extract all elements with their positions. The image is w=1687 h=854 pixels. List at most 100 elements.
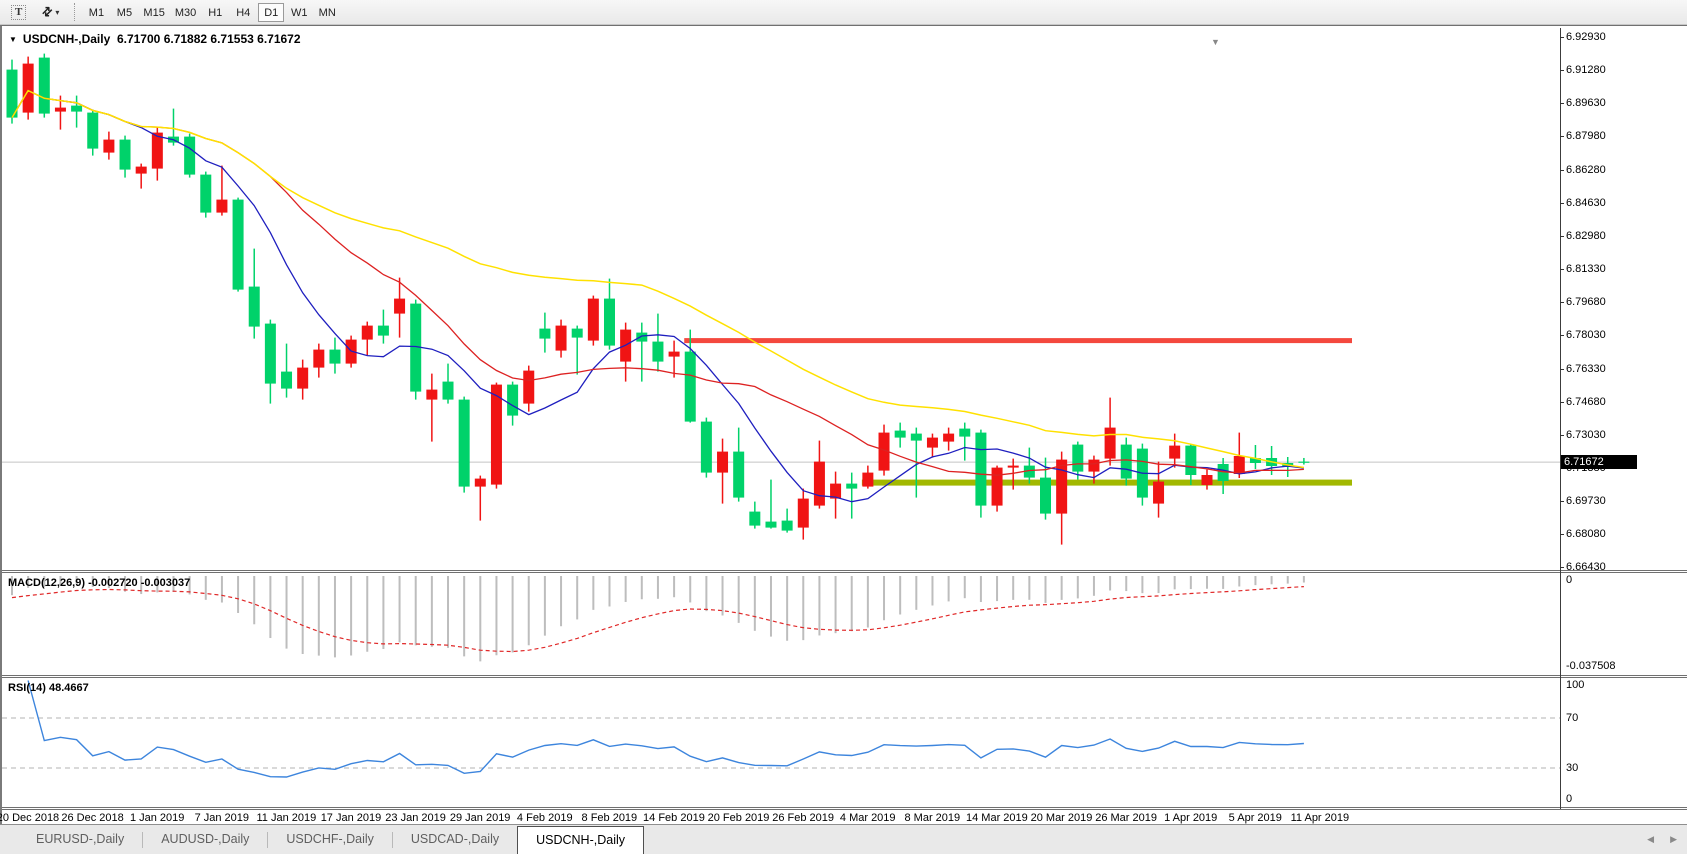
candle-body xyxy=(22,63,34,113)
candle-body xyxy=(587,298,599,341)
rsi-value: 48.4667 xyxy=(48,682,89,694)
date-axis-label: 8 Mar 2019 xyxy=(904,812,961,824)
candle-body xyxy=(1023,465,1035,478)
candle-body xyxy=(216,199,228,213)
timeframe-button-m1[interactable]: M1 xyxy=(88,6,105,19)
price-axis-tick xyxy=(1560,534,1564,535)
chart-tab-bar: EURUSD-,Daily AUDUSD-,Daily USDCHF-,Daily U… xyxy=(0,824,1687,854)
price-axis-label: 6.79680 xyxy=(1566,296,1606,308)
timeframe-button-d1[interactable]: D1 xyxy=(258,2,285,22)
candle-body xyxy=(200,174,212,213)
date-axis-label: 5 Apr 2019 xyxy=(1228,812,1282,824)
tab-usdcad[interactable]: USDCAD-,Daily xyxy=(392,828,518,852)
candle-body xyxy=(458,399,470,487)
candle-body xyxy=(184,136,196,175)
candle-body xyxy=(281,371,293,389)
panel-separator xyxy=(2,677,1687,678)
panel-separator[interactable] xyxy=(2,570,1687,571)
candle-body xyxy=(749,511,761,526)
price-axis-label: 6.87980 xyxy=(1566,130,1606,142)
timeframe-button-w1[interactable]: W1 xyxy=(290,6,308,19)
main-price-chart[interactable] xyxy=(2,28,1560,571)
panel-separator xyxy=(2,809,1687,810)
price-axis-tick xyxy=(1560,302,1564,303)
symbol-collapse-icon[interactable]: ▼ xyxy=(9,35,17,44)
macd-axis-label: -0.037508 xyxy=(1566,660,1616,672)
candle-body xyxy=(6,69,18,118)
candle-body xyxy=(1072,444,1084,472)
candle-body xyxy=(1201,475,1213,485)
date-axis-label: 26 Dec 2018 xyxy=(61,812,124,824)
candle-body xyxy=(603,298,615,346)
timeframe-button-mn[interactable]: MN xyxy=(318,6,336,19)
rsi-line xyxy=(27,680,1304,778)
support-line xyxy=(861,479,1352,486)
candle-body xyxy=(781,520,793,531)
timeframe-button-m15[interactable]: M15 xyxy=(143,6,165,19)
chevron-down-icon: ▾ xyxy=(55,7,60,17)
macd-title: MACD(12,26,9) xyxy=(8,577,86,589)
tabs-holder: EURUSD-,Daily AUDUSD-,Daily USDCHF-,Daily U… xyxy=(18,826,645,854)
candle-body xyxy=(862,472,874,487)
tab-scroll-left-icon[interactable]: ◀ xyxy=(1647,834,1655,844)
arrange-windows-button[interactable]: ⇅ ▾ xyxy=(37,2,64,23)
candle-body xyxy=(797,498,809,528)
price-axis-tick xyxy=(1560,203,1564,204)
tab-separator xyxy=(142,832,144,848)
candle-body xyxy=(813,461,825,506)
rsi-title: RSI(14) xyxy=(8,682,46,694)
tab-eurusd[interactable]: EURUSD-,Daily xyxy=(18,828,143,852)
candle-body xyxy=(1185,445,1197,475)
tab-audusd[interactable]: AUDUSD-,Daily xyxy=(143,828,268,852)
date-axis-label: 4 Feb 2019 xyxy=(516,812,573,824)
rsi-label: RSI(14) 48.4667 xyxy=(8,682,89,694)
quote-open: 6.71700 xyxy=(116,32,161,46)
tab-usdcnh[interactable]: USDCNH-,Daily xyxy=(517,826,645,854)
candle-body xyxy=(103,139,115,153)
price-axis-label: 6.92930 xyxy=(1566,31,1606,43)
date-axis-label: 23 Jan 2019 xyxy=(385,812,446,824)
date-axis-label: 14 Feb 2019 xyxy=(643,812,705,824)
candle-body xyxy=(490,384,502,485)
candle-body xyxy=(151,132,163,169)
rsi-panel[interactable] xyxy=(2,679,1560,806)
candle-body xyxy=(959,428,971,437)
macd-panel[interactable] xyxy=(2,574,1560,674)
candle-body xyxy=(1249,458,1261,463)
quote-close: 6.71672 xyxy=(257,32,301,46)
candle-body xyxy=(232,199,244,290)
timeframe-button-h4[interactable]: H4 xyxy=(236,6,251,19)
candle-body xyxy=(329,349,341,364)
candle-body xyxy=(894,430,906,438)
candle-body xyxy=(846,483,858,489)
price-axis-tick xyxy=(1560,501,1564,502)
candle-body xyxy=(668,351,680,357)
timeframe-button-m5[interactable]: M5 xyxy=(116,6,133,19)
chart-title: ▼ USDCNH-,Daily 6.71700 6.71882 6.71553 6… xyxy=(9,32,301,46)
timeframe-button-h1[interactable]: H1 xyxy=(208,6,223,19)
candle-body xyxy=(119,139,131,170)
text-tool-button[interactable]: T xyxy=(6,2,31,23)
tab-usdchf[interactable]: USDCHF-,Daily xyxy=(268,828,392,852)
date-axis-label: 4 Mar 2019 xyxy=(839,812,896,824)
tab-scroll-right-icon[interactable]: ▶ xyxy=(1670,834,1677,844)
candle-body xyxy=(523,370,535,404)
macd-axis-label: 0 xyxy=(1566,574,1573,586)
price-axis-label: 6.89630 xyxy=(1566,97,1606,109)
macd-label: MACD(12,26,9) -0.002720 -0.003037 xyxy=(8,577,190,589)
panel-separator[interactable] xyxy=(2,675,1687,676)
rsi-axis-label: 30 xyxy=(1566,762,1579,774)
candle-body xyxy=(410,303,422,392)
price-axis-tick xyxy=(1560,335,1564,336)
candle-body xyxy=(636,332,648,342)
candle-body xyxy=(652,341,664,362)
tab-separator xyxy=(267,832,269,848)
date-axis-label: 20 Feb 2019 xyxy=(707,812,770,824)
chart-shift-marker-icon[interactable]: ▼ xyxy=(1211,37,1220,47)
candle-body xyxy=(1120,444,1132,479)
moving-average-slow xyxy=(11,89,1305,469)
candle-body xyxy=(135,166,147,174)
timeframe-button-m30[interactable]: M30 xyxy=(174,6,197,19)
chart-window[interactable]: ▼ USDCNH-,Daily 6.71700 6.71882 6.71553 6… xyxy=(0,25,1687,824)
candle-body xyxy=(1007,465,1019,468)
